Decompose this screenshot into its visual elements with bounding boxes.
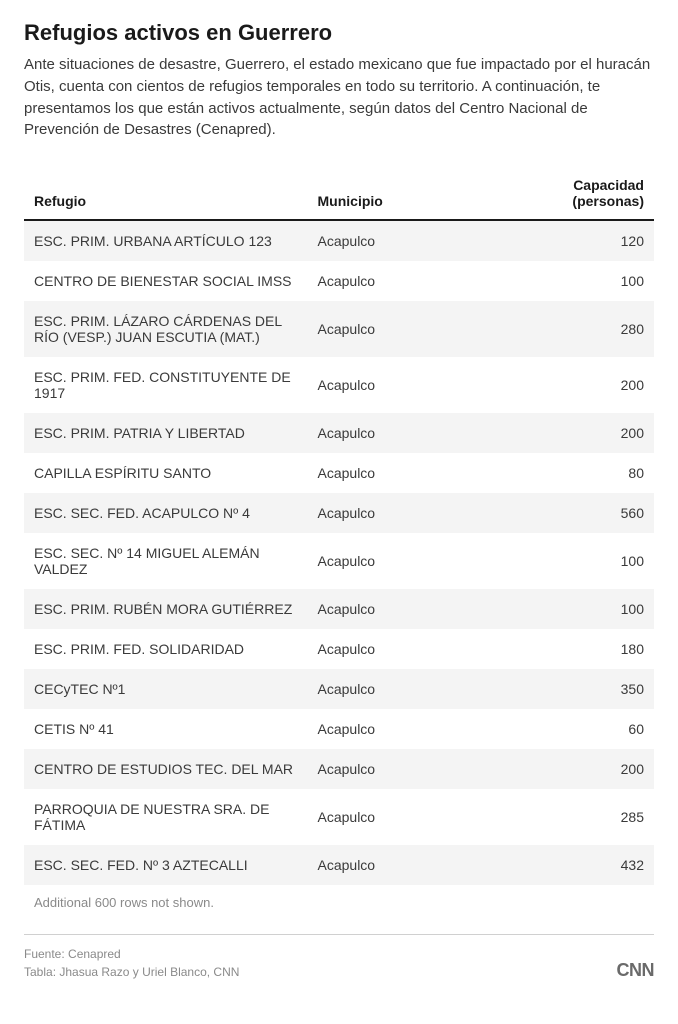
cell-capacidad: 560 — [497, 493, 655, 533]
column-header-municipio: Municipio — [308, 169, 497, 220]
page-subtitle: Ante situaciones de desastre, Guerrero, … — [24, 54, 654, 141]
cell-refugio: CAPILLA ESPÍRITU SANTO — [24, 453, 308, 493]
cell-municipio: Acapulco — [308, 709, 497, 749]
cell-refugio: CECyTEC Nº1 — [24, 669, 308, 709]
cell-refugio: ESC. PRIM. URBANA ARTÍCULO 123 — [24, 220, 308, 261]
cell-refugio: CENTRO DE BIENESTAR SOCIAL IMSS — [24, 261, 308, 301]
cell-municipio: Acapulco — [308, 453, 497, 493]
cell-municipio: Acapulco — [308, 589, 497, 629]
truncation-note: Additional 600 rows not shown. — [24, 885, 654, 910]
cell-refugio: ESC. PRIM. LÁZARO CÁRDENAS DEL RÍO (VESP… — [24, 301, 308, 357]
footer-credit: Tabla: Jhasua Razo y Uriel Blanco, CNN — [24, 963, 239, 981]
table-row: CENTRO DE ESTUDIOS TEC. DEL MARAcapulco2… — [24, 749, 654, 789]
table-row: ESC. SEC. Nº 14 MIGUEL ALEMÁN VALDEZAcap… — [24, 533, 654, 589]
cell-capacidad: 60 — [497, 709, 655, 749]
cell-capacidad: 80 — [497, 453, 655, 493]
cell-capacidad: 280 — [497, 301, 655, 357]
table-row: ESC. PRIM. RUBÉN MORA GUTIÉRREZAcapulco1… — [24, 589, 654, 629]
cell-municipio: Acapulco — [308, 261, 497, 301]
table-row: ESC. PRIM. PATRIA Y LIBERTADAcapulco200 — [24, 413, 654, 453]
brand-logo: CNN — [617, 960, 655, 981]
cell-capacidad: 200 — [497, 357, 655, 413]
column-header-refugio: Refugio — [24, 169, 308, 220]
cell-municipio: Acapulco — [308, 301, 497, 357]
cell-refugio: ESC. SEC. FED. Nº 3 AZTECALLI — [24, 845, 308, 885]
cell-refugio: ESC. SEC. FED. ACAPULCO Nº 4 — [24, 493, 308, 533]
table-row: ESC. SEC. FED. ACAPULCO Nº 4Acapulco560 — [24, 493, 654, 533]
cell-municipio: Acapulco — [308, 749, 497, 789]
page-title: Refugios activos en Guerrero — [24, 20, 654, 46]
cell-refugio: PARROQUIA DE NUESTRA SRA. DE FÁTIMA — [24, 789, 308, 845]
footer: Fuente: Cenapred Tabla: Jhasua Razo y Ur… — [24, 934, 654, 981]
cell-municipio: Acapulco — [308, 493, 497, 533]
cell-municipio: Acapulco — [308, 220, 497, 261]
column-header-capacidad: Capacidad (personas) — [497, 169, 655, 220]
cell-refugio: ESC. PRIM. RUBÉN MORA GUTIÉRREZ — [24, 589, 308, 629]
cell-capacidad: 120 — [497, 220, 655, 261]
cell-municipio: Acapulco — [308, 533, 497, 589]
table-row: PARROQUIA DE NUESTRA SRA. DE FÁTIMAAcapu… — [24, 789, 654, 845]
footer-credits: Fuente: Cenapred Tabla: Jhasua Razo y Ur… — [24, 945, 239, 981]
cell-refugio: ESC. SEC. Nº 14 MIGUEL ALEMÁN VALDEZ — [24, 533, 308, 589]
table-row: CENTRO DE BIENESTAR SOCIAL IMSSAcapulco1… — [24, 261, 654, 301]
cell-capacidad: 100 — [497, 533, 655, 589]
cell-capacidad: 180 — [497, 629, 655, 669]
cell-capacidad: 200 — [497, 413, 655, 453]
cell-capacidad: 100 — [497, 589, 655, 629]
cell-municipio: Acapulco — [308, 413, 497, 453]
table-row: CETIS Nº 41Acapulco60 — [24, 709, 654, 749]
table-row: ESC. PRIM. LÁZARO CÁRDENAS DEL RÍO (VESP… — [24, 301, 654, 357]
table-row: ESC. PRIM. URBANA ARTÍCULO 123Acapulco12… — [24, 220, 654, 261]
cell-refugio: CETIS Nº 41 — [24, 709, 308, 749]
cell-municipio: Acapulco — [308, 845, 497, 885]
table-row: ESC. SEC. FED. Nº 3 AZTECALLIAcapulco432 — [24, 845, 654, 885]
cell-refugio: ESC. PRIM. FED. CONSTITUYENTE DE 1917 — [24, 357, 308, 413]
cell-capacidad: 432 — [497, 845, 655, 885]
cell-municipio: Acapulco — [308, 669, 497, 709]
cell-refugio: ESC. PRIM. PATRIA Y LIBERTAD — [24, 413, 308, 453]
table-row: CAPILLA ESPÍRITU SANTOAcapulco80 — [24, 453, 654, 493]
cell-capacidad: 285 — [497, 789, 655, 845]
table-row: ESC. PRIM. FED. CONSTITUYENTE DE 1917Aca… — [24, 357, 654, 413]
table-row: CECyTEC Nº1Acapulco350 — [24, 669, 654, 709]
cell-municipio: Acapulco — [308, 629, 497, 669]
table-header-row: Refugio Municipio Capacidad (personas) — [24, 169, 654, 220]
cell-refugio: ESC. PRIM. FED. SOLIDARIDAD — [24, 629, 308, 669]
table-row: ESC. PRIM. FED. SOLIDARIDADAcapulco180 — [24, 629, 654, 669]
footer-source: Fuente: Cenapred — [24, 945, 239, 963]
cell-capacidad: 200 — [497, 749, 655, 789]
cell-municipio: Acapulco — [308, 789, 497, 845]
cell-capacidad: 350 — [497, 669, 655, 709]
cell-municipio: Acapulco — [308, 357, 497, 413]
cell-capacidad: 100 — [497, 261, 655, 301]
cell-refugio: CENTRO DE ESTUDIOS TEC. DEL MAR — [24, 749, 308, 789]
shelters-table: Refugio Municipio Capacidad (personas) E… — [24, 169, 654, 885]
